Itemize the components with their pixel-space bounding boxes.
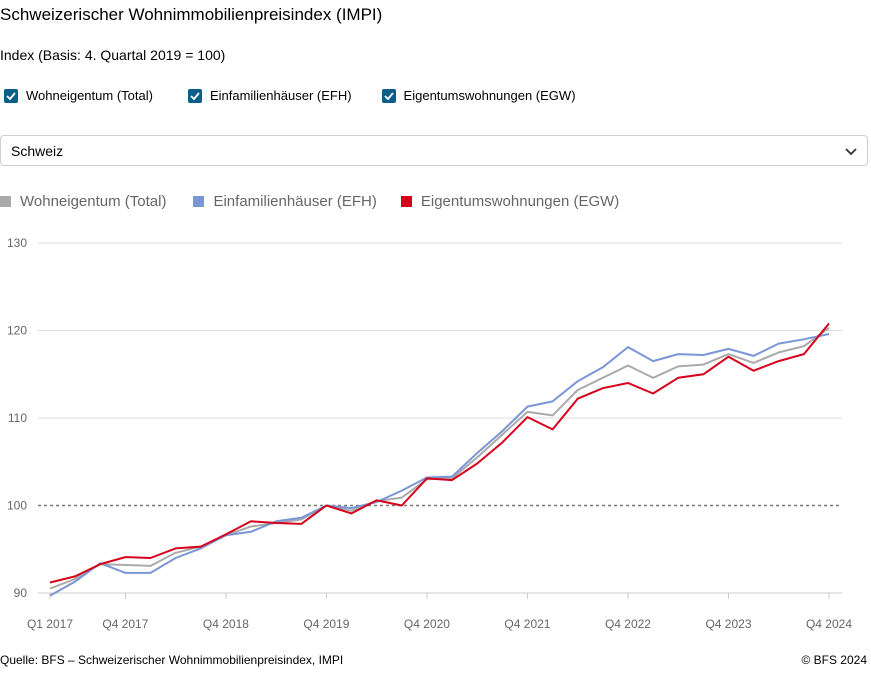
legend-label: Einfamilienhäuser (EFH) bbox=[213, 193, 377, 210]
line-chart: 90 100 110 120 130 Q1 2017 Q4 2017 Q4 2018 Q4 20… bbox=[7, 236, 852, 631]
checkbox-label: Wohneigentum (Total) bbox=[26, 88, 153, 103]
y-tick-label: 90 bbox=[14, 586, 28, 600]
copyright-note: © BFS 2024 bbox=[801, 653, 867, 667]
x-tick-label: Q4 2022 bbox=[605, 617, 651, 631]
x-tick-label: Q4 2023 bbox=[705, 617, 751, 631]
series-checkbox-row: Wohneigentum (Total) Einfamilienhäuser (… bbox=[0, 88, 576, 103]
series-line-efh bbox=[49, 333, 830, 597]
y-tick-label: 110 bbox=[8, 411, 27, 425]
checkbox-checked-icon[interactable] bbox=[187, 88, 202, 103]
checkbox-checked-icon[interactable] bbox=[381, 88, 396, 103]
legend-swatch bbox=[400, 196, 412, 207]
x-tick-label: Q4 2020 bbox=[404, 617, 450, 631]
region-select[interactable]: Schweiz bbox=[0, 135, 868, 166]
legend-item-total[interactable]: Wohneigentum (Total) bbox=[0, 193, 166, 210]
x-tick-label: Q4 2019 bbox=[303, 617, 349, 631]
checkbox-efh[interactable]: Einfamilienhäuser (EFH) bbox=[187, 88, 352, 103]
x-tick-label: Q4 2024 bbox=[806, 617, 852, 631]
legend-swatch bbox=[0, 196, 11, 207]
chevron-down-icon bbox=[845, 143, 857, 159]
chart-legend: Wohneigentum (Total) Einfamilienhäuser (… bbox=[0, 193, 619, 210]
legend-label: Wohneigentum (Total) bbox=[20, 193, 167, 210]
x-tick-label: Q4 2018 bbox=[203, 617, 249, 631]
y-tick-label: 130 bbox=[7, 236, 27, 250]
chart-subtitle: Index (Basis: 4. Quartal 2019 = 100) bbox=[0, 47, 226, 63]
x-tick-label: Q1 2017 bbox=[27, 617, 73, 631]
legend-item-efh[interactable]: Einfamilienhäuser (EFH) bbox=[193, 193, 377, 210]
y-tick-label: 100 bbox=[7, 499, 27, 513]
legend-item-egw[interactable]: Eigentumswohnungen (EGW) bbox=[400, 193, 620, 210]
x-tick-label: Q4 2017 bbox=[102, 617, 148, 631]
region-select-value: Schweiz bbox=[11, 142, 64, 159]
checkbox-total[interactable]: Wohneigentum (Total) bbox=[4, 88, 153, 103]
series-line-egw bbox=[49, 322, 830, 584]
legend-label: Eigentumswohnungen (EGW) bbox=[420, 193, 620, 210]
source-note: Quelle: BFS – Schweizerischer Wohnimmobi… bbox=[0, 653, 344, 667]
checkbox-label: Eigentumswohnungen (EGW) bbox=[403, 88, 576, 103]
checkbox-egw[interactable]: Eigentumswohnungen (EGW) bbox=[381, 88, 576, 103]
chart-title: Schweizerischer Wohnimmobilienpreisindex… bbox=[0, 5, 383, 24]
legend-swatch bbox=[193, 196, 205, 207]
checkbox-label: Einfamilienhäuser (EFH) bbox=[209, 88, 352, 103]
x-tick-label: Q4 2021 bbox=[504, 617, 550, 631]
checkbox-checked-icon[interactable] bbox=[4, 88, 18, 103]
y-tick-label: 120 bbox=[7, 324, 27, 338]
